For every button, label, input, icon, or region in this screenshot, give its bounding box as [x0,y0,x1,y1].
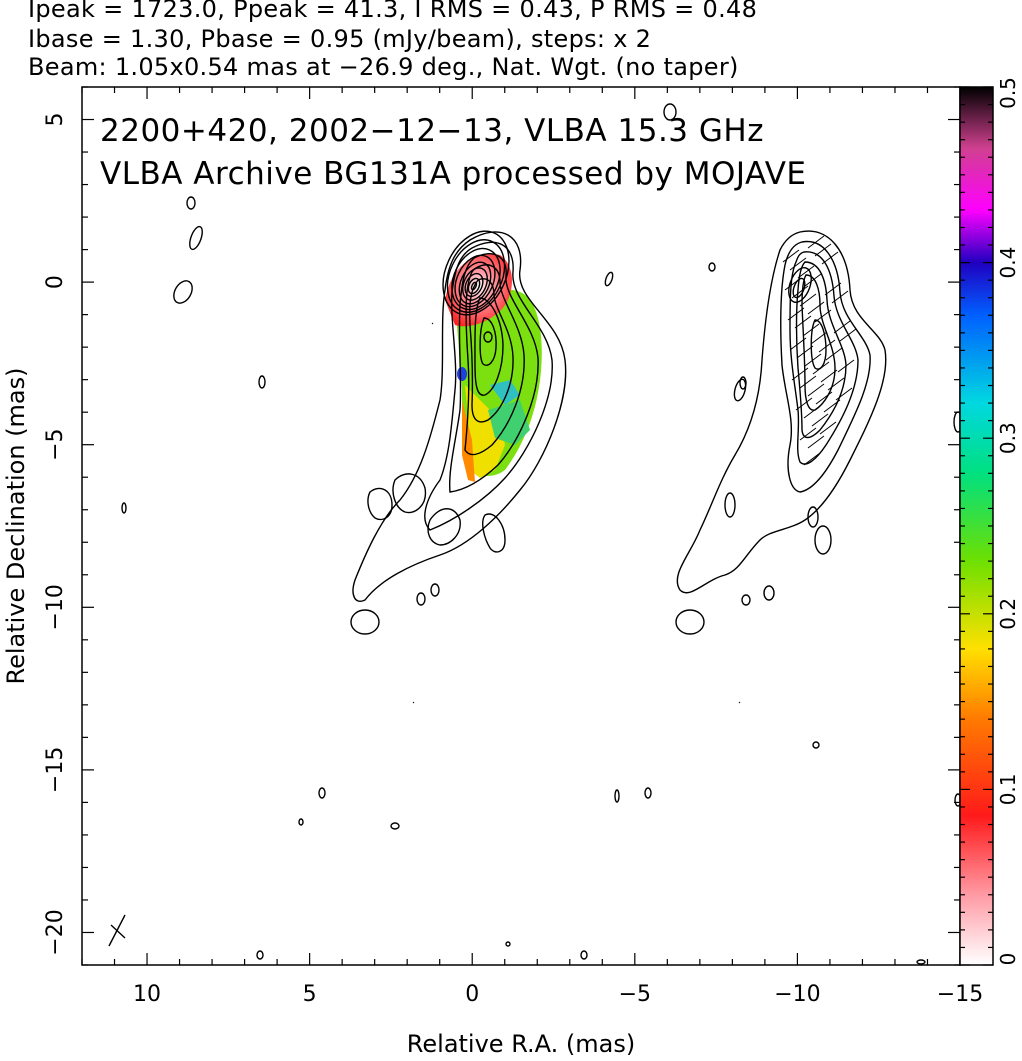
beam-marker [108,914,126,947]
y-tick-label: −15 [43,747,68,793]
y-axis-label: Relative Declination (mas) [2,367,30,684]
intensity-contours [121,103,716,960]
x-axis-tick-labels: 10 5 0 −5 −10 −15 [133,982,983,1007]
header-line-1: Ipeak = 1723.0, Ppeak = 41.3, I RMS = 0.… [28,0,758,23]
colorbar-tick-label: 0.5 [996,77,1020,109]
header-line-3: Beam: 1.05x0.54 mas at −26.9 deg., Nat. … [28,53,739,81]
y-tick-label: −10 [43,584,68,630]
x-tick-label: 0 [465,982,479,1007]
x-tick-label: 5 [303,982,317,1007]
colorbar-tick-label: 0 [996,953,1020,966]
right-panel-contours [675,230,963,965]
colorbar-tick-labels: 0 0.1 0.2 0.3 0.4 0.5 [996,77,1020,965]
y-axis-tick-labels: 5 0 −5 −10 −15 −20 [43,113,68,956]
x-tick-label: 10 [133,982,161,1007]
colorbar-tick-label: 0.2 [996,598,1020,630]
header-line-2: Ibase = 1.30, Pbase = 0.95 (mJy/beam), s… [28,25,652,53]
y-tick-label: −5 [43,428,68,460]
y-tick-label: 5 [43,113,68,127]
colorbar-tick-label: 0.4 [996,247,1020,279]
colorbar-tick-label: 0.1 [996,773,1020,805]
x-axis-ticks [81,87,961,965]
y-tick-label: 0 [43,275,68,289]
y-axis-ticks [82,86,960,966]
x-tick-label: −10 [774,982,820,1007]
colorbar-ticks [960,86,993,966]
x-tick-label: −15 [937,982,983,1007]
stray-markers [412,322,741,704]
plot-frame [81,86,961,966]
panel-title: 2200+420, 2002−12−13, VLBA 15.3 GHz [100,113,764,149]
x-axis-label: Relative R.A. (mas) [407,1030,635,1058]
x-tick-label: −5 [619,982,651,1007]
panel-subtitle: VLBA Archive BG131A processed by MOJAVE [100,156,807,192]
y-tick-label: −20 [43,909,68,955]
colorbar-tick-label: 0.3 [996,422,1020,454]
evpa-vectors [782,235,857,466]
